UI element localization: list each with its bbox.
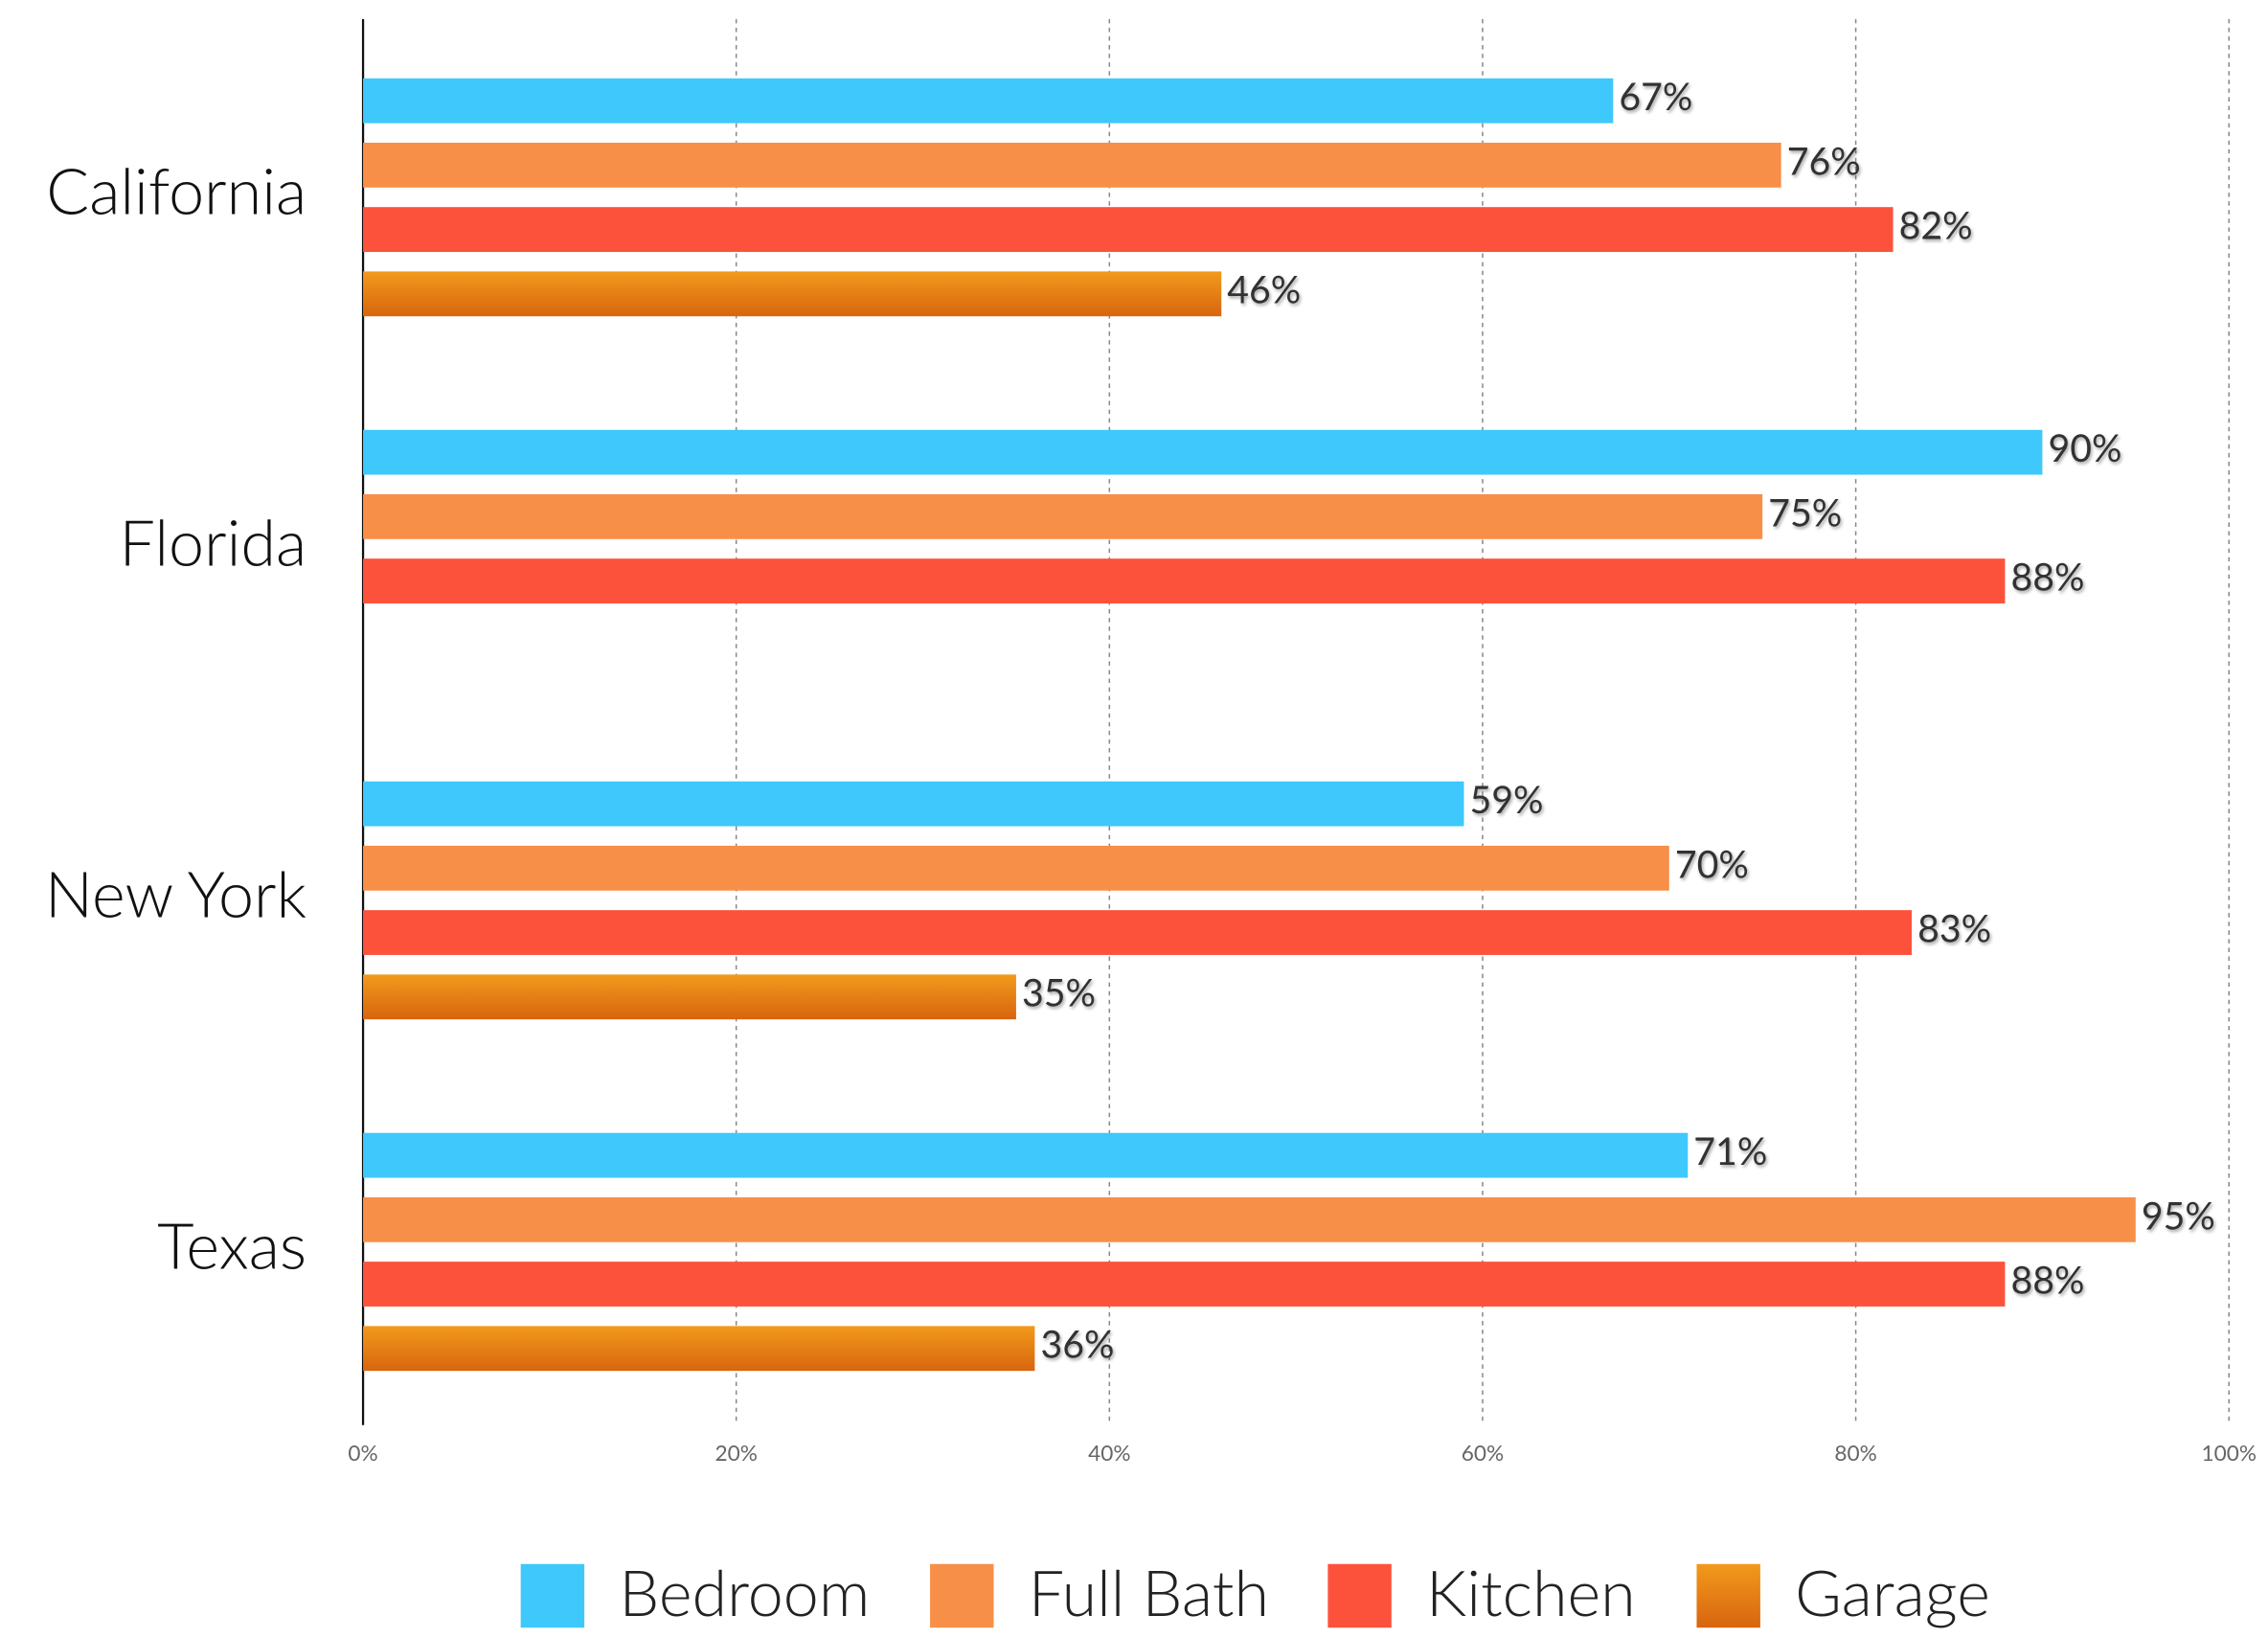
legend-label: Garage <box>1795 1554 1990 1630</box>
category-label: California <box>46 152 306 229</box>
value-label: 70% <box>1675 841 1749 886</box>
value-label: 90% <box>2048 425 2121 470</box>
bar <box>363 142 1781 188</box>
category-label: Texas <box>157 1207 306 1284</box>
x-tick-label: 100% <box>2201 1440 2257 1466</box>
bar <box>363 1132 1689 1178</box>
bar <box>363 910 1913 955</box>
legend-label: Full Bath <box>1029 1554 1269 1630</box>
bar <box>363 493 1763 539</box>
bar <box>363 429 2043 475</box>
x-tick-label: 60% <box>1462 1440 1504 1466</box>
value-label: 71% <box>1693 1128 1767 1173</box>
value-label: 88% <box>2010 555 2084 600</box>
legend-swatch <box>1327 1563 1392 1628</box>
bar <box>363 845 1669 891</box>
value-label: 75% <box>1768 489 1842 535</box>
legend-swatch <box>930 1563 994 1628</box>
x-tick-label: 80% <box>1834 1440 1876 1466</box>
bar <box>363 1326 1035 1372</box>
x-tick-label: 40% <box>1088 1440 1130 1466</box>
bar <box>363 207 1894 252</box>
value-label: 88% <box>2010 1257 2084 1302</box>
legend-swatch <box>1696 1563 1760 1628</box>
value-label: 83% <box>1917 905 1991 950</box>
value-label: 67% <box>1619 74 1692 119</box>
bar <box>363 271 1222 317</box>
legend-label: Kitchen <box>1426 1554 1636 1630</box>
value-label: 95% <box>2142 1193 2215 1238</box>
value-label: 36% <box>1040 1322 1114 1367</box>
bar <box>363 78 1614 124</box>
bar <box>363 974 1016 1020</box>
bar <box>363 1262 2006 1307</box>
category-label: New York <box>45 855 306 932</box>
x-tick-label: 20% <box>714 1440 757 1466</box>
bar <box>363 558 2006 603</box>
bar <box>363 1196 2136 1242</box>
value-label: 35% <box>1022 970 1096 1015</box>
category-label: Florida <box>120 504 307 580</box>
x-tick-label: 0% <box>348 1440 377 1466</box>
legend-label: Bedroom <box>619 1554 870 1630</box>
value-label: 46% <box>1227 267 1301 312</box>
value-label: 59% <box>1470 777 1544 822</box>
legend-swatch <box>520 1563 585 1628</box>
value-label: 76% <box>1787 138 1861 183</box>
bar <box>363 781 1464 827</box>
value-label: 82% <box>1899 203 1973 248</box>
